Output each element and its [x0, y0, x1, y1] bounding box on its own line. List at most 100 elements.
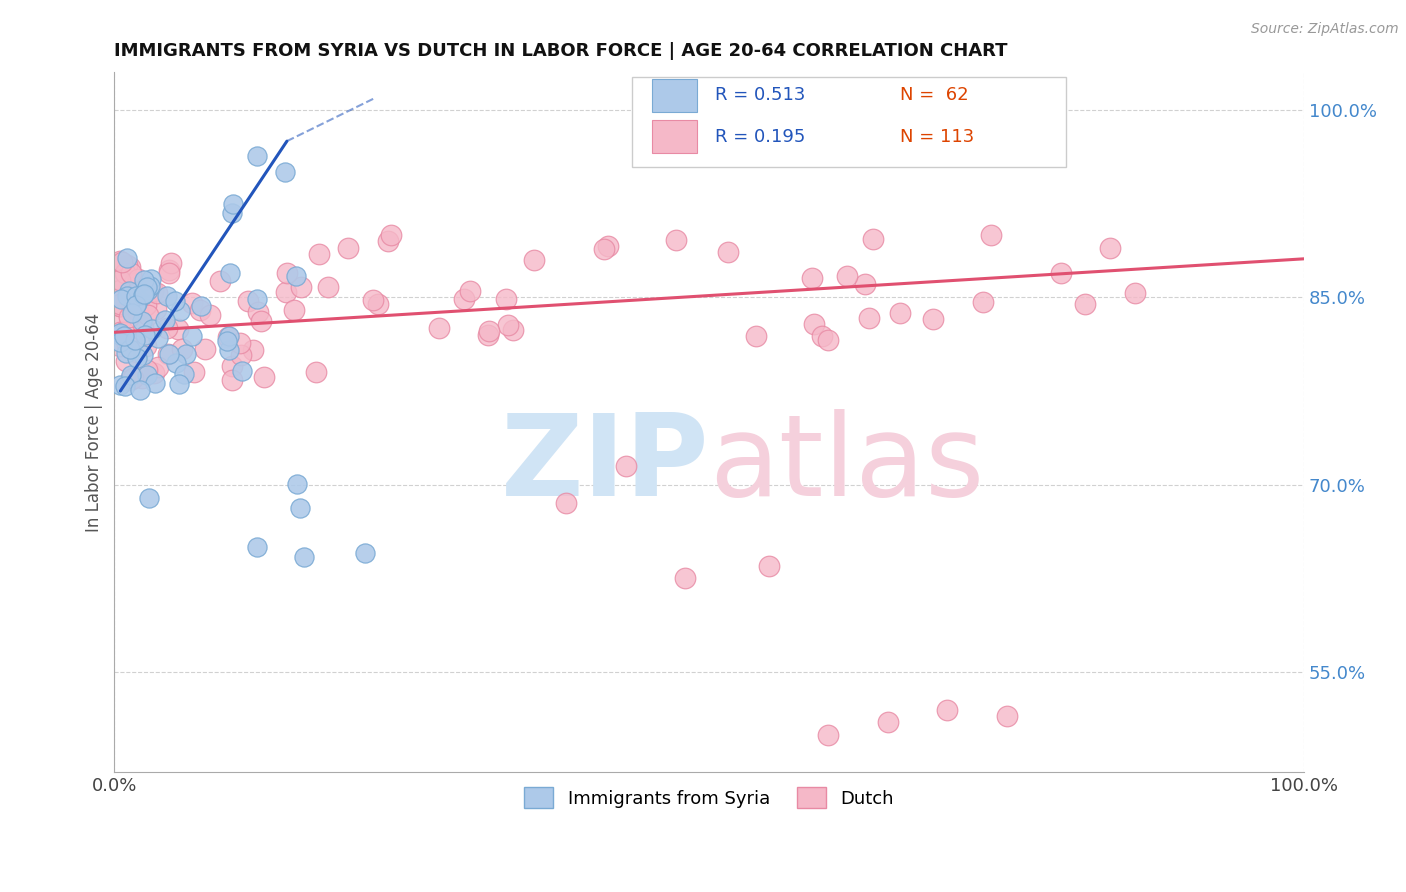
- Point: [308, 246, 330, 260]
- Point: [110, 299, 132, 313]
- Point: [354, 546, 377, 560]
- Point: [148, 359, 170, 374]
- Point: [170, 342, 193, 356]
- Legend: Immigrants from Syria, Dutch: Immigrants from Syria, Dutch: [517, 780, 901, 815]
- Point: [523, 252, 546, 267]
- Point: [146, 286, 169, 301]
- Point: [181, 295, 204, 310]
- Bar: [652, 78, 697, 112]
- Point: [146, 331, 169, 345]
- Point: [217, 330, 239, 344]
- Point: [208, 274, 231, 288]
- Point: [458, 284, 481, 298]
- Point: [145, 302, 167, 317]
- Point: [290, 500, 312, 515]
- Point: [167, 377, 190, 392]
- Point: [290, 279, 312, 293]
- Point: [132, 320, 155, 334]
- Point: [110, 273, 132, 287]
- Point: [305, 365, 328, 379]
- Point: [1050, 266, 1073, 280]
- Point: [169, 304, 191, 318]
- Point: [163, 293, 186, 308]
- Point: [110, 315, 132, 329]
- Point: [835, 269, 858, 284]
- Point: [110, 254, 132, 268]
- Point: [221, 206, 243, 220]
- Point: [141, 272, 163, 286]
- Point: [593, 242, 616, 256]
- Point: [495, 292, 517, 306]
- Point: [110, 334, 132, 349]
- Point: [110, 276, 132, 290]
- Point: [136, 363, 159, 377]
- Point: [800, 270, 823, 285]
- Point: [122, 276, 145, 290]
- Point: [115, 336, 138, 351]
- Point: [598, 239, 620, 253]
- Point: [120, 260, 142, 274]
- Point: [117, 289, 139, 303]
- Point: [218, 329, 240, 343]
- Point: [110, 339, 132, 353]
- Point: [183, 365, 205, 379]
- Point: [136, 283, 159, 297]
- Point: [127, 296, 149, 310]
- Point: [125, 351, 148, 366]
- Point: [246, 292, 269, 306]
- Point: [285, 477, 308, 491]
- Text: N = 113: N = 113: [900, 128, 974, 145]
- Point: [157, 347, 180, 361]
- Point: [160, 256, 183, 270]
- Point: [142, 284, 165, 298]
- Point: [114, 345, 136, 359]
- Point: [156, 289, 179, 303]
- Point: [292, 550, 315, 565]
- Point: [127, 303, 149, 318]
- Point: [221, 373, 243, 387]
- Point: [118, 342, 141, 356]
- Point: [380, 227, 402, 242]
- Point: [135, 284, 157, 298]
- Point: [253, 370, 276, 384]
- Point: [229, 335, 252, 350]
- Point: [117, 284, 139, 298]
- Point: [817, 728, 839, 742]
- Point: [112, 325, 135, 339]
- Point: [136, 368, 159, 383]
- Point: [125, 289, 148, 303]
- Point: [242, 343, 264, 358]
- Point: [132, 286, 155, 301]
- Point: [121, 306, 143, 320]
- Point: [817, 334, 839, 348]
- Point: [156, 347, 179, 361]
- Point: [427, 321, 450, 335]
- Point: [176, 347, 198, 361]
- Point: [124, 333, 146, 347]
- Point: [156, 320, 179, 334]
- Point: [274, 165, 297, 179]
- Point: [135, 339, 157, 353]
- Text: N =  62: N = 62: [900, 87, 969, 104]
- Point: [135, 280, 157, 294]
- Point: [190, 299, 212, 313]
- Point: [1123, 285, 1146, 300]
- Point: [138, 491, 160, 505]
- Point: [110, 292, 132, 306]
- Point: [283, 303, 305, 318]
- Point: [110, 283, 132, 297]
- Point: [972, 295, 994, 310]
- Point: [131, 370, 153, 384]
- Point: [477, 328, 499, 343]
- Y-axis label: In Labor Force | Age 20-64: In Labor Force | Age 20-64: [86, 313, 103, 532]
- Point: [114, 379, 136, 393]
- Point: [858, 311, 880, 326]
- Point: [127, 272, 149, 286]
- Point: [138, 308, 160, 322]
- Point: [665, 233, 688, 247]
- Point: [111, 254, 134, 268]
- Point: [250, 313, 273, 327]
- Point: [138, 278, 160, 293]
- Point: [218, 343, 240, 358]
- Point: [173, 367, 195, 381]
